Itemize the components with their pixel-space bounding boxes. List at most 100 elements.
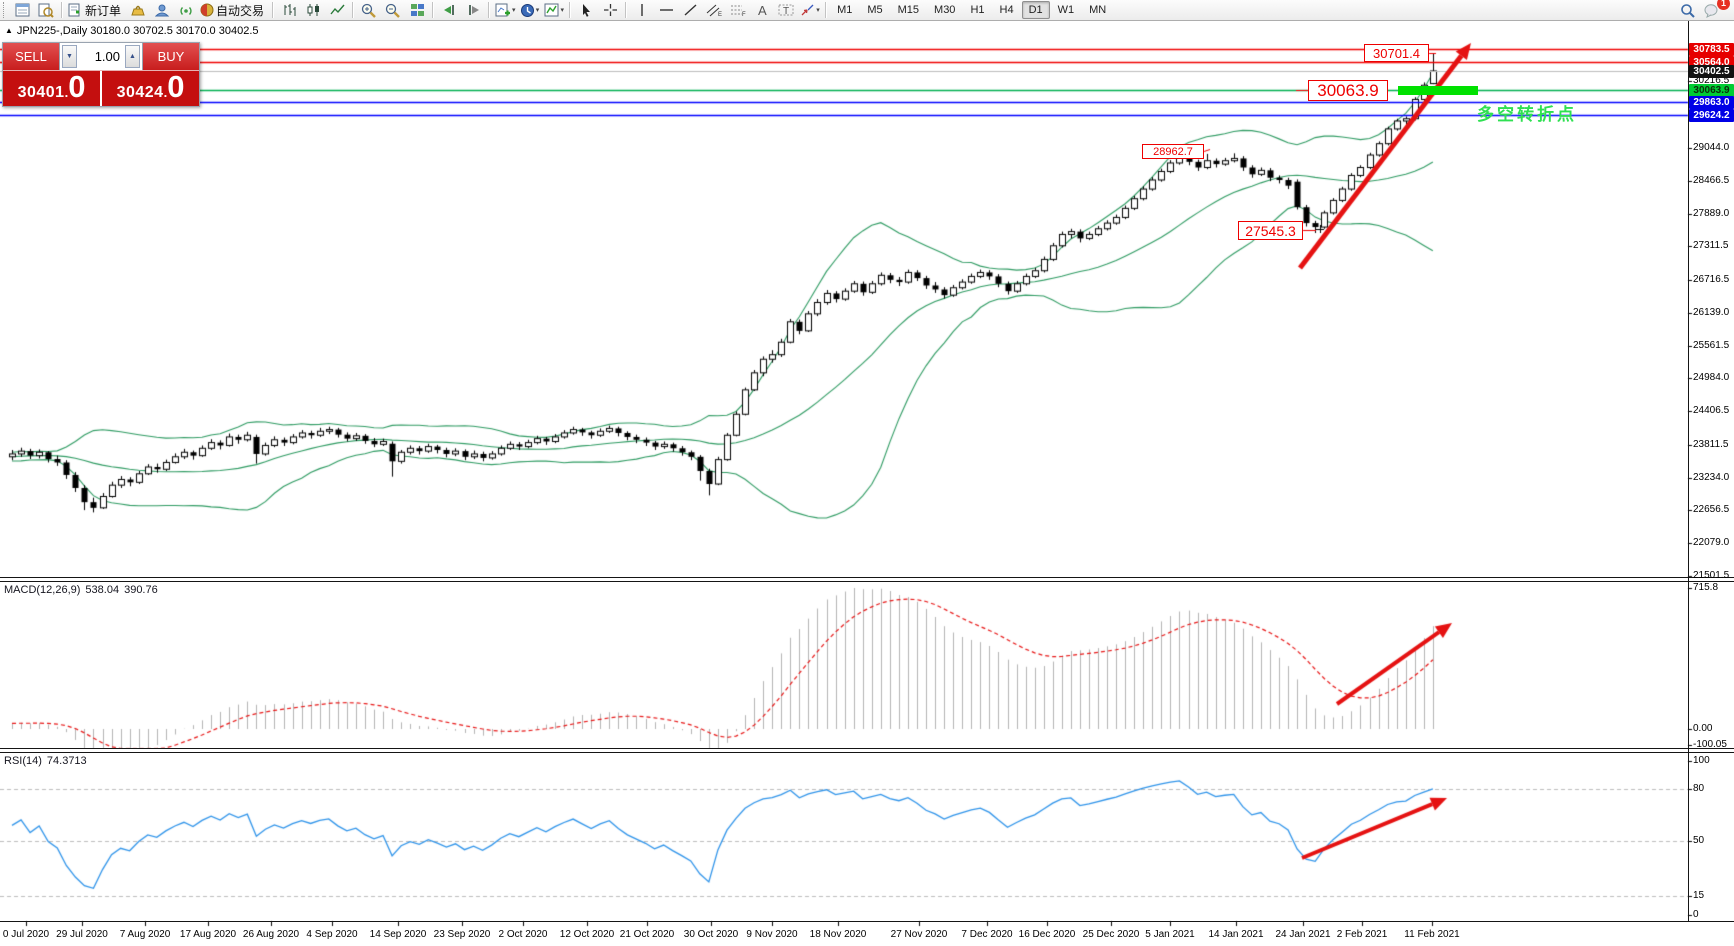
timeframe-clock-icon[interactable]: ▾ bbox=[518, 1, 542, 20]
symbol-ohlc-text: JPN225-,Daily 30180.0 30702.5 30170.0 30… bbox=[16, 25, 259, 37]
price-axis-badge: 29863.0 bbox=[1689, 95, 1734, 109]
macd-panel-splitter[interactable] bbox=[0, 577, 1734, 582]
indicators-icon[interactable]: ▾ bbox=[542, 1, 567, 20]
zoom-out-icon[interactable] bbox=[381, 1, 405, 20]
price-axis-tick: 22656.5 bbox=[1693, 504, 1730, 515]
toolbar-separator bbox=[488, 2, 491, 18]
bar-chart-type-icon[interactable] bbox=[277, 1, 301, 20]
price-axis-tick: 21501.5 bbox=[1693, 570, 1730, 581]
line-chart-type-icon[interactable] bbox=[325, 1, 349, 20]
chevron-down-icon: ▾ bbox=[535, 7, 540, 14]
date-axis-label: 12 Oct 2020 bbox=[559, 929, 615, 940]
wallet-icon[interactable] bbox=[126, 1, 150, 20]
timeframe-button-mn[interactable]: MN bbox=[1089, 4, 1107, 16]
price-axis-border bbox=[1688, 21, 1689, 921]
buy-price[interactable]: 30424. 0 bbox=[102, 71, 199, 106]
volume-field: ▼ 1.00 ▲ bbox=[59, 43, 143, 70]
timeframe-button-h4[interactable]: H4 bbox=[999, 4, 1014, 16]
rsi-panel-splitter[interactable] bbox=[0, 748, 1734, 753]
turning-point-note[interactable]: 多空转折点 bbox=[1477, 105, 1577, 124]
buy-button[interactable]: BUY bbox=[143, 43, 199, 70]
search-icon[interactable] bbox=[1676, 1, 1700, 20]
rsi-indicator-label: RSI(14) 74.3713 bbox=[4, 755, 87, 767]
horizontal-line-tool-icon[interactable] bbox=[654, 1, 678, 20]
trade-panel-top-row: SELL ▼ 1.00 ▲ BUY bbox=[3, 43, 199, 71]
svg-text:T: T bbox=[783, 6, 789, 17]
auto-trading-button[interactable]: 自动交易 bbox=[198, 1, 269, 20]
buy-price-big-digit: 0 bbox=[167, 69, 185, 104]
equidistant-channel-tool-icon[interactable]: E bbox=[702, 1, 726, 20]
macd-title: MACD(12,26,9) bbox=[4, 584, 81, 596]
price-axis-badge: 29624.2 bbox=[1689, 108, 1734, 122]
sell-price-dot: . bbox=[64, 85, 69, 100]
chevron-down-icon: ▾ bbox=[560, 7, 565, 14]
price-annotation-label[interactable]: 27545.3 bbox=[1238, 221, 1303, 240]
candlestick-chart-type-icon[interactable] bbox=[301, 1, 325, 20]
date-axis-label: 7 Aug 2020 bbox=[119, 929, 171, 940]
trendline-tool-icon[interactable] bbox=[678, 1, 702, 20]
price-axis-tick: 29044.0 bbox=[1693, 142, 1730, 153]
date-axis-label: 26 Aug 2020 bbox=[242, 929, 300, 940]
rsi-title: RSI(14) bbox=[4, 755, 42, 767]
sell-price-main: 30401 bbox=[17, 84, 65, 101]
date-axis-label: 25 Dec 2020 bbox=[1082, 929, 1140, 940]
price-annotation-label[interactable]: 30701.4 bbox=[1364, 44, 1429, 62]
timeframe-button-m30[interactable]: M30 bbox=[934, 4, 956, 16]
price-annotation-label[interactable]: 30063.9 bbox=[1308, 80, 1388, 101]
sell-button[interactable]: SELL bbox=[3, 43, 59, 70]
community-profile-icon[interactable] bbox=[150, 1, 174, 20]
volume-increase-button[interactable]: ▲ bbox=[125, 45, 140, 68]
date-axis-label: 2 Oct 2020 bbox=[498, 929, 548, 940]
timeframe-button-h1[interactable]: H1 bbox=[970, 4, 985, 16]
rsi-scale-label: 15 bbox=[1693, 890, 1705, 901]
timeframe-button-m5[interactable]: M5 bbox=[867, 4, 883, 16]
timeframe-button-d1[interactable]: D1 bbox=[1021, 1, 1050, 19]
new-chart-icon[interactable]: ▾ bbox=[493, 1, 518, 20]
text-tool-icon[interactable]: A bbox=[750, 1, 774, 20]
arrows-tool-icon[interactable]: ▾ bbox=[798, 1, 822, 20]
crosshair-icon[interactable] bbox=[598, 1, 622, 20]
support-zone-highlight[interactable] bbox=[1398, 86, 1478, 95]
date-axis-label: 2 Feb 2021 bbox=[1336, 929, 1388, 940]
macd-scale-label: 0.00 bbox=[1693, 723, 1713, 734]
chart-shift-icon[interactable] bbox=[461, 1, 485, 20]
price-annotation-label[interactable]: 28962.7 bbox=[1142, 144, 1204, 159]
text-label-tool-icon[interactable]: T bbox=[774, 1, 798, 20]
date-axis-label: 9 Nov 2020 bbox=[746, 929, 798, 940]
price-axis-tick: 26139.0 bbox=[1693, 307, 1730, 318]
vertical-line-tool-icon[interactable] bbox=[630, 1, 654, 20]
chart-info-line[interactable]: ▲ JPN225-,Daily 30180.0 30702.5 30170.0 3… bbox=[5, 25, 259, 37]
time-axis-border bbox=[0, 921, 1734, 922]
collapse-triangle-icon[interactable]: ▲ bbox=[5, 26, 13, 35]
date-axis-label: 17 Aug 2020 bbox=[179, 929, 237, 940]
date-axis-label: 18 Nov 2020 bbox=[809, 929, 867, 940]
data-window-icon[interactable] bbox=[34, 1, 58, 20]
macd-scale-label: -100.05 bbox=[1693, 739, 1727, 750]
timeframe-button-m15[interactable]: M15 bbox=[897, 4, 920, 16]
price-axis-tick: 27311.5 bbox=[1693, 240, 1729, 251]
macd-indicator-label: MACD(12,26,9) 538.04 390.76 bbox=[4, 584, 158, 596]
volume-decrease-button[interactable]: ▼ bbox=[62, 45, 77, 68]
macd-scale-label: 715.8 bbox=[1693, 582, 1719, 593]
signals-icon[interactable] bbox=[174, 1, 198, 20]
market-watch-icon[interactable] bbox=[10, 1, 34, 20]
new-order-button[interactable]: 新订单 bbox=[66, 1, 126, 20]
main-toolbar: 新订单 自动交易 ▾ ▾ bbox=[0, 0, 1734, 21]
toolbar-separator bbox=[625, 2, 628, 18]
sell-price-big-digit: 0 bbox=[68, 69, 86, 104]
auto-scroll-icon[interactable] bbox=[437, 1, 461, 20]
notifications-icon[interactable]: 1 bbox=[1700, 0, 1730, 20]
timeframe-group: M1 M5 M15 M30 H1 H4 D1 W1 MN bbox=[830, 1, 1113, 19]
date-axis-label: 29 Jul 2020 bbox=[56, 929, 108, 940]
zoom-in-icon[interactable] bbox=[357, 1, 381, 20]
svg-text:E: E bbox=[718, 12, 722, 17]
tile-windows-icon[interactable] bbox=[405, 1, 429, 20]
sell-price[interactable]: 30401. 0 bbox=[3, 71, 102, 106]
timeframe-button-m1[interactable]: M1 bbox=[837, 4, 853, 16]
date-axis-label: 16 Dec 2020 bbox=[1018, 929, 1076, 940]
timeframe-button-w1[interactable]: W1 bbox=[1057, 4, 1075, 16]
fibonacci-tool-icon[interactable]: F bbox=[726, 1, 750, 20]
cursor-icon[interactable] bbox=[574, 1, 598, 20]
volume-input[interactable]: 1.00 bbox=[94, 49, 120, 64]
